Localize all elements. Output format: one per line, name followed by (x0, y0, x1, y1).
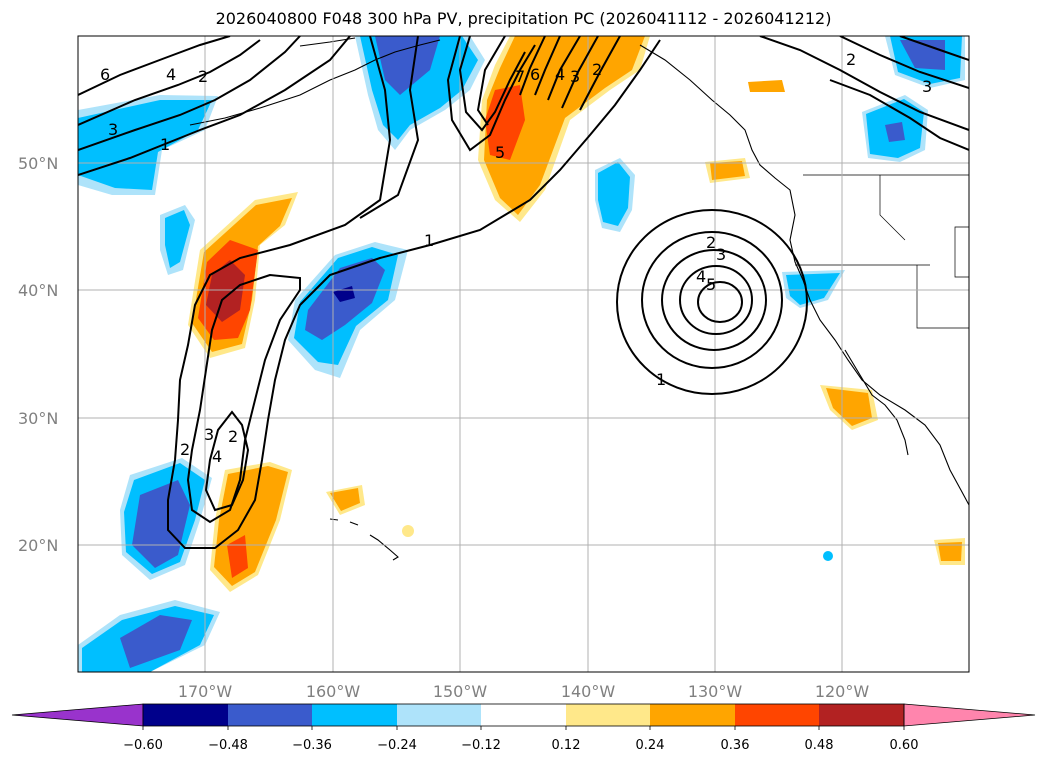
contour-label: 5 (495, 143, 505, 162)
colorbar-segment (312, 704, 397, 726)
contour-label: 3 (922, 77, 932, 96)
contour-label: 2 (846, 50, 856, 69)
colorbar-tick-label: 0.36 (721, 738, 750, 753)
contour-label: 2 (706, 233, 716, 252)
map-plot-area: 6 4 2 3 1 7 6 5 4 3 2 2 3 1 2 3 4 5 1 2 … (78, 21, 969, 672)
contour-label: 3 (570, 67, 580, 86)
country-borders (795, 174, 969, 329)
pv-closed-contour-1 (616, 209, 808, 395)
lat-label-50n: 50°N (18, 154, 58, 173)
colorbar-segment (735, 704, 819, 726)
contour-label: 2 (180, 440, 190, 459)
colorbar: −0.60 −0.48 −0.36 −0.24 −0.12 0.12 0.24 … (11, 703, 1036, 753)
colorbar-tick-label: −0.60 (123, 738, 163, 753)
colorbar-tick-label: 0.48 (805, 738, 834, 753)
lon-label-140w: 140°W (561, 682, 616, 701)
lon-label-130w: 130°W (688, 682, 743, 701)
contour-label: 7 (515, 67, 525, 86)
colorbar-tick-label: 0.24 (636, 738, 665, 753)
contour-label: 1 (160, 135, 170, 154)
colorbar-tick-label: −0.48 (208, 738, 248, 753)
contour-label: 4 (696, 267, 706, 286)
map-title: 2026040800 F048 300 hPa PV, precipitatio… (215, 9, 832, 28)
contour-label: 1 (424, 231, 434, 250)
baja-coast (844, 349, 909, 456)
contour-label: 5 (706, 275, 716, 294)
pv-contours (78, 36, 969, 549)
contour-label: 2 (228, 427, 238, 446)
colorbar-tick-label: −0.24 (377, 738, 417, 753)
colorbar-extend-max (903, 703, 1036, 727)
pv-contour-nw (78, 36, 231, 96)
colorbar-tick-labels: −0.60 −0.48 −0.36 −0.24 −0.12 0.12 0.24 … (123, 738, 918, 753)
contour-label: 6 (530, 65, 540, 84)
latitude-labels: 50°N 40°N 30°N 20°N (18, 154, 58, 555)
colorbar-segment (819, 704, 904, 726)
colorbar-segment (481, 704, 566, 726)
contour-label: 4 (555, 65, 565, 84)
colorbar-tick-label: −0.12 (461, 738, 501, 753)
contour-labels: 6 4 2 3 1 7 6 5 4 3 2 2 3 1 2 3 4 5 1 2 … (100, 21, 932, 466)
colorbar-ticks (142, 726, 905, 730)
contour-label: 3 (108, 120, 118, 139)
north-america-coast (639, 44, 969, 506)
map-frame (77, 35, 970, 673)
contour-label: 4 (212, 447, 222, 466)
colorbar-segment (566, 704, 650, 726)
colorbar-segment (143, 704, 228, 726)
contour-label: 3 (770, 21, 780, 40)
contour-label: 2 (198, 67, 208, 86)
contour-label: 4 (166, 65, 176, 84)
lat-label-30n: 30°N (18, 409, 58, 428)
contour-label: 2 (592, 60, 602, 79)
pv-contour-trough-outer (167, 36, 661, 549)
colorbar-segment (650, 704, 735, 726)
lat-label-20n: 20°N (18, 536, 58, 555)
contour-label: 6 (100, 65, 110, 84)
lon-label-150w: 150°W (433, 682, 488, 701)
colorbar-segment (397, 704, 481, 726)
contour-label: 1 (656, 370, 666, 389)
longitude-labels: 170°W 160°W 150°W 140°W 130°W 120°W (178, 682, 870, 701)
contour-label: 3 (716, 245, 726, 264)
hawaii-islands (329, 518, 399, 561)
negative-anomaly-north-pacific-core (78, 100, 212, 190)
contour-label: 3 (204, 425, 214, 444)
colorbar-extend-min (11, 703, 144, 727)
lon-label-170w: 170°W (178, 682, 233, 701)
colorbar-tick-label: 0.60 (890, 738, 919, 753)
gridlines (78, 36, 969, 672)
colorbar-tick-label: −0.36 (292, 738, 332, 753)
lat-label-40n: 40°N (18, 281, 58, 300)
lon-label-120w: 120°W (815, 682, 870, 701)
colorbar-segment (228, 704, 312, 726)
lon-label-160w: 160°W (306, 682, 361, 701)
colorbar-tick-label: 0.12 (552, 738, 581, 753)
